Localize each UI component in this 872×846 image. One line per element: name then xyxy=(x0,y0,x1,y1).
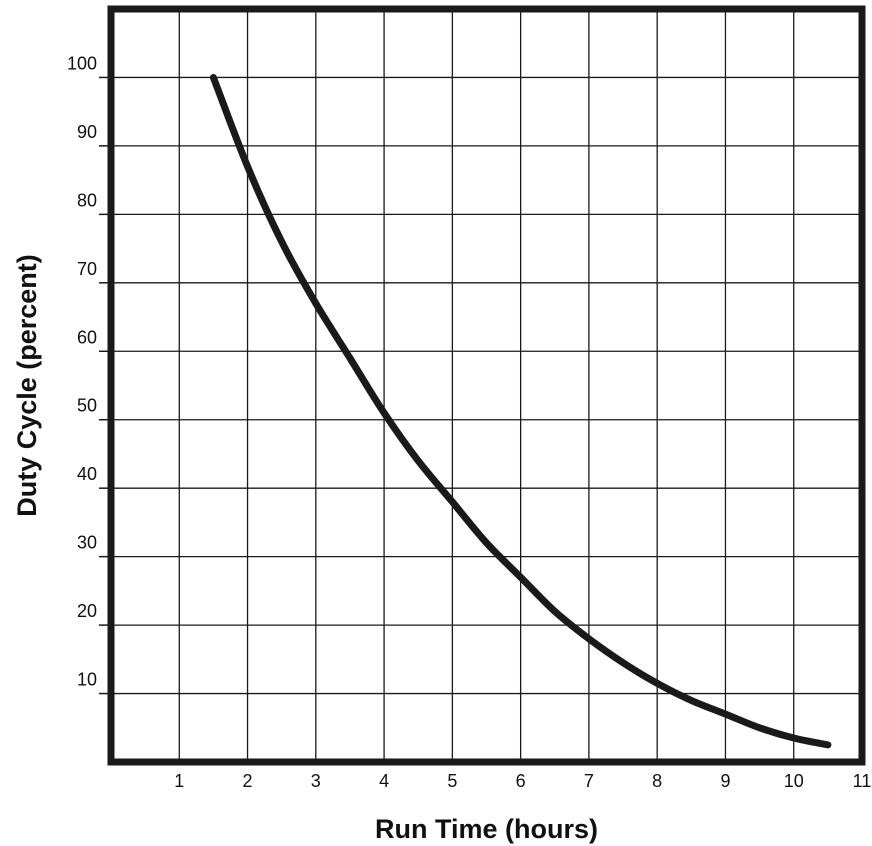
x-tick-label: 5 xyxy=(447,771,457,791)
y-tick-label: 40 xyxy=(77,464,97,484)
y-tick-label: 20 xyxy=(77,601,97,621)
x-tick-label: 1 xyxy=(174,771,184,791)
y-tick-label: 30 xyxy=(77,533,97,553)
x-tick-label: 4 xyxy=(379,771,389,791)
y-tick-label: 50 xyxy=(77,396,97,416)
y-tick-label: 80 xyxy=(77,190,97,210)
x-tick-label: 8 xyxy=(652,771,662,791)
x-tick-label: 9 xyxy=(720,771,730,791)
x-tick-label: 6 xyxy=(516,771,526,791)
y-axis-title: Duty Cycle (percent) xyxy=(12,254,42,517)
x-tick-label: 10 xyxy=(784,771,804,791)
x-tick-label: 11 xyxy=(853,771,872,791)
y-tick-label: 70 xyxy=(77,259,97,279)
y-tick-label: 60 xyxy=(77,327,97,347)
x-axis-ticks: 1 2 3 4 5 6 7 8 9 10 11 xyxy=(174,771,871,791)
x-tick-label: 2 xyxy=(243,771,253,791)
grid xyxy=(111,9,862,762)
y-tick-label: 100 xyxy=(67,53,97,73)
x-tick-label: 7 xyxy=(584,771,594,791)
y-axis-ticks: 10 20 30 40 50 60 70 80 90 100 xyxy=(67,53,111,695)
y-tick-label: 10 xyxy=(77,670,97,690)
duty-cycle-curve xyxy=(209,74,832,749)
y-tick-label: 90 xyxy=(77,122,97,142)
x-axis-title: Run Time (hours) xyxy=(375,814,598,844)
plot-frame xyxy=(107,5,866,766)
x-tick-label: 3 xyxy=(311,771,321,791)
